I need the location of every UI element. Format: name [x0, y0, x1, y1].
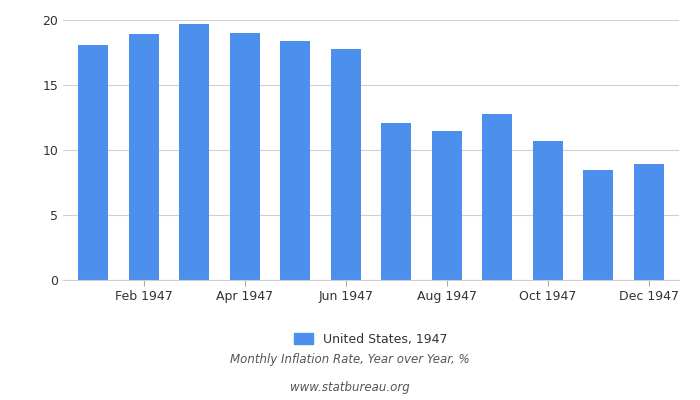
Bar: [381, 123, 412, 280]
Bar: [78, 45, 108, 280]
Bar: [583, 170, 613, 280]
Bar: [634, 164, 664, 280]
Bar: [230, 33, 260, 280]
Legend: United States, 1947: United States, 1947: [295, 333, 447, 346]
Bar: [280, 41, 310, 280]
Bar: [330, 49, 361, 280]
Bar: [533, 141, 563, 280]
Bar: [482, 114, 512, 280]
Bar: [179, 24, 209, 280]
Text: www.statbureau.org: www.statbureau.org: [290, 382, 410, 394]
Text: Monthly Inflation Rate, Year over Year, %: Monthly Inflation Rate, Year over Year, …: [230, 354, 470, 366]
Bar: [129, 34, 159, 280]
Bar: [432, 130, 462, 280]
